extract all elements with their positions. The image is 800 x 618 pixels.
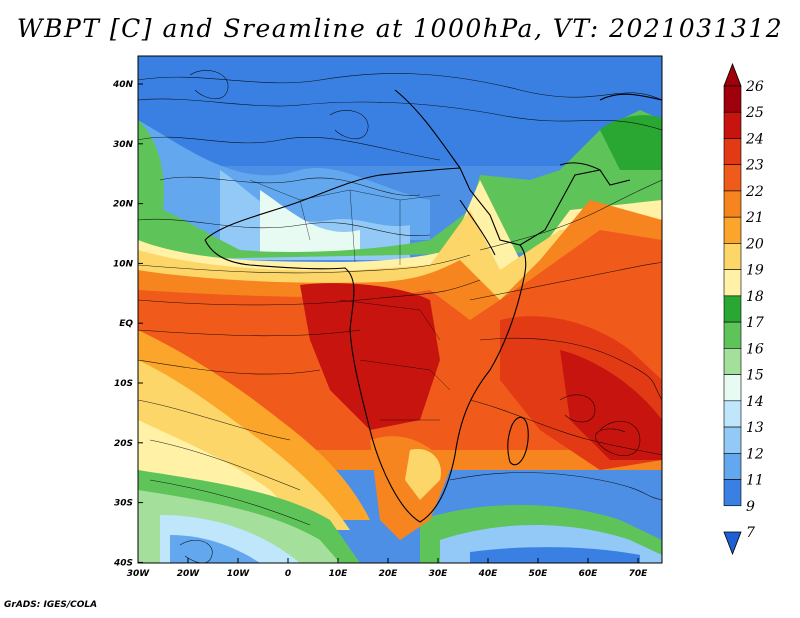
colorbar-label: 25 bbox=[745, 105, 764, 121]
lat-tick-label: 20S bbox=[114, 439, 133, 449]
coastlines bbox=[204, 89, 662, 523]
colorbar-label: 12 bbox=[746, 446, 764, 462]
wbpt-field bbox=[138, 56, 662, 563]
lat-tick-label: 10N bbox=[113, 259, 134, 269]
colorbar: 26 25 24 23 22 21 20 19 18 17 16 15 14 13 12 11 9 7 bbox=[723, 62, 764, 556]
colorbar-bin bbox=[723, 111, 742, 139]
colorbar-label: 17 bbox=[746, 315, 764, 331]
colorbar-label: 11 bbox=[746, 473, 764, 489]
colorbar-bin bbox=[723, 452, 742, 480]
colorbar-bin bbox=[723, 243, 742, 270]
colorbar-bin bbox=[723, 348, 742, 375]
lon-tick-label: 10W bbox=[227, 569, 251, 579]
lat-tick-label: 40S bbox=[113, 558, 133, 568]
lat-tick-label: 30N bbox=[113, 140, 134, 150]
lon-tick-label: 10E bbox=[329, 569, 349, 579]
lat-tick-label: 30S bbox=[114, 499, 133, 509]
lon-tick-label: 40E bbox=[478, 569, 499, 579]
borders bbox=[249, 179, 451, 421]
colorbar-bin bbox=[723, 190, 742, 218]
colorbar-bin bbox=[723, 426, 742, 454]
lon-tick-label: 30W bbox=[127, 569, 151, 579]
lat-tick-label: 20N bbox=[113, 200, 134, 210]
colorbar-label: 19 bbox=[746, 263, 764, 279]
lon-tick-label: 60E bbox=[579, 569, 599, 579]
colorbar-bin bbox=[723, 321, 742, 349]
lon-tick-label: 70E bbox=[629, 569, 649, 579]
colorbar-label: 18 bbox=[746, 289, 764, 305]
colorbar-label: 22 bbox=[745, 184, 764, 200]
colorbar-bin bbox=[723, 400, 742, 428]
lat-tick-label: EQ bbox=[119, 319, 133, 329]
colorbar-label: 13 bbox=[746, 420, 764, 436]
lon-tick-label: 0 bbox=[285, 569, 291, 579]
colorbar-label: 26 bbox=[745, 79, 764, 95]
colorbar-bin bbox=[723, 479, 742, 507]
longitude-axis: 30W 20W 10W 0 10E 20E 30E 40E 50E 60E 70E bbox=[127, 558, 648, 579]
colorbar-bin bbox=[723, 269, 742, 297]
colorbar-label: 14 bbox=[746, 394, 764, 410]
colorbar-label: 15 bbox=[746, 368, 764, 384]
colorbar-min-arrow bbox=[723, 531, 742, 556]
lon-tick-label: 50E bbox=[529, 569, 549, 579]
chart-title: WBPT [C] and Sreamline at 1000hPa, VT: 2… bbox=[16, 14, 784, 43]
lon-tick-label: 20E bbox=[379, 569, 399, 579]
footer-credit: GrADS: IGES/COLA bbox=[4, 600, 98, 610]
lat-tick-label: 40N bbox=[112, 80, 134, 90]
colorbar-bin bbox=[723, 138, 742, 166]
colorbar-label: 16 bbox=[746, 341, 764, 357]
lon-tick-label: 30E bbox=[429, 569, 449, 579]
colorbar-bin bbox=[723, 164, 742, 192]
colorbar-label: 24 bbox=[745, 131, 764, 147]
colorbar-bin bbox=[723, 374, 742, 402]
lat-tick-label: 10S bbox=[114, 379, 133, 389]
streamlines bbox=[138, 70, 662, 563]
colorbar-label: 21 bbox=[745, 210, 764, 226]
colorbar-label: 7 bbox=[746, 525, 755, 541]
colorbar-label: 20 bbox=[745, 236, 764, 252]
colorbar-label: 9 bbox=[746, 499, 755, 515]
colorbar-bin bbox=[723, 295, 742, 323]
colorbar-max-arrow bbox=[723, 62, 742, 87]
colorbar-bin bbox=[723, 85, 742, 113]
colorbar-bin bbox=[723, 216, 742, 244]
latitude-axis: 40N 30N 20N 10N EQ 10S 20S 30S 40S bbox=[112, 80, 143, 568]
lon-tick-label: 20W bbox=[177, 569, 201, 579]
plot-frame bbox=[137, 55, 663, 564]
colorbar-label: 23 bbox=[745, 158, 764, 174]
